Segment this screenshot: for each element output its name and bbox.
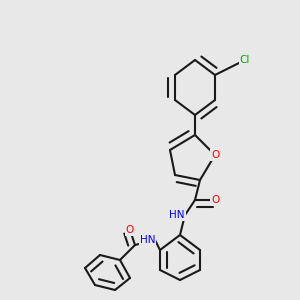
Text: O: O <box>211 150 219 160</box>
Text: O: O <box>126 225 134 235</box>
Text: O: O <box>211 195 219 205</box>
Text: HN: HN <box>140 235 155 245</box>
Text: Cl: Cl <box>240 55 250 65</box>
Text: HN: HN <box>169 210 185 220</box>
